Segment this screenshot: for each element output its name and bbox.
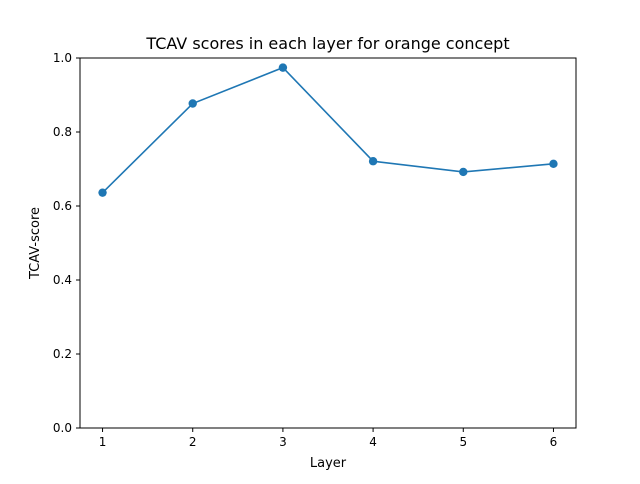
x-tick-label: 4: [369, 435, 377, 449]
x-tick-label: 6: [550, 435, 558, 449]
ticks-layer: 1 2 3 4 5 6 0.0 0.2 0.4 0.6 0.8 1.0: [53, 51, 557, 449]
y-tick-label: 0.4: [53, 273, 72, 287]
x-tick-label: 3: [279, 435, 287, 449]
data-point: [188, 99, 197, 108]
y-tick-label: 0.6: [53, 199, 72, 213]
plot-area: [80, 58, 576, 428]
plot-frame: [79, 57, 577, 429]
x-tick-label: 2: [189, 435, 197, 449]
data-point: [459, 167, 468, 177]
series-line: [101, 66, 554, 194]
series-layer: [98, 63, 558, 197]
data-point: [368, 157, 378, 166]
y-tick-label: 0.0: [53, 421, 72, 435]
x-tick-label: 1: [99, 435, 107, 449]
y-tick-label: 0.8: [53, 125, 72, 139]
data-point: [98, 188, 107, 197]
x-axis-label: Layer: [310, 456, 347, 471]
y-axis-label: TCAV-score: [28, 207, 43, 280]
data-point: [549, 159, 558, 169]
y-tick-label: 1.0: [53, 51, 72, 65]
chart-title: TCAV scores in each layer for orange con…: [145, 34, 509, 53]
data-point: [278, 63, 288, 72]
y-tick-label: 0.2: [53, 347, 72, 361]
x-tick-label: 5: [459, 435, 467, 449]
